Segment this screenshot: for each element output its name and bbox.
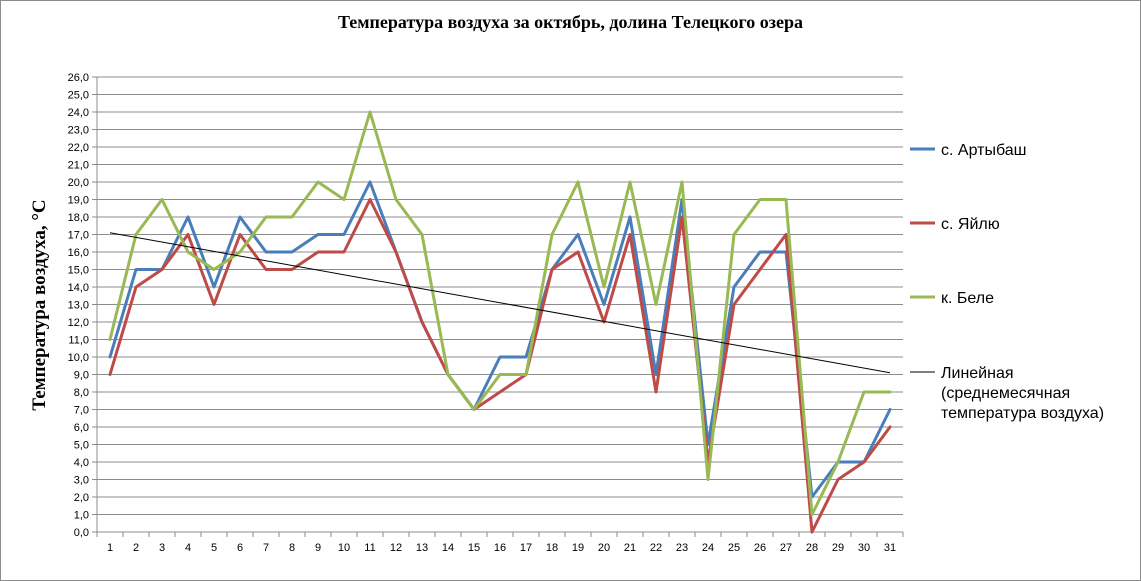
x-tick-label: 25 bbox=[728, 542, 740, 554]
series-line-3 bbox=[108, 110, 892, 516]
series-line-1 bbox=[108, 180, 892, 499]
y-tick-label: 15,0 bbox=[68, 265, 89, 277]
y-tick-label: 3,0 bbox=[74, 475, 89, 487]
x-tick-label: 5 bbox=[211, 542, 217, 554]
x-tick-label: 8 bbox=[289, 542, 295, 554]
x-tick-label: 10 bbox=[338, 542, 350, 554]
y-tick-label: 16,0 bbox=[68, 247, 89, 259]
legend-label: (среднемесячная bbox=[941, 385, 1070, 402]
chart-title: Температура воздуха за октябрь, долина Т… bbox=[337, 12, 803, 32]
y-tick-label: 11,0 bbox=[68, 335, 89, 347]
x-tick-label: 27 bbox=[780, 542, 792, 554]
y-tick-label: 26,0 bbox=[68, 72, 89, 84]
y-tick-label: 6,0 bbox=[74, 422, 89, 434]
x-tick-label: 12 bbox=[390, 542, 402, 554]
legend-label: Линейная bbox=[941, 365, 1014, 382]
y-tick-label: 10,0 bbox=[68, 352, 89, 364]
x-tick-label: 1 bbox=[107, 542, 113, 554]
x-tick-label: 29 bbox=[832, 542, 844, 554]
trendline bbox=[109, 232, 891, 374]
x-tick-label: 16 bbox=[494, 542, 506, 554]
y-tick-label: 23,0 bbox=[68, 125, 89, 137]
x-tick-label: 31 bbox=[884, 542, 896, 554]
y-tick-label: 12,0 bbox=[68, 317, 89, 329]
y-tick-label: 17,0 bbox=[68, 230, 89, 242]
x-tick-label: 19 bbox=[572, 542, 584, 554]
x-tick-label: 3 bbox=[159, 542, 165, 554]
x-tick-labels: 1 2 3 4 5 6 7 8 9 10 11 12 13 14 15 16 17 18 19 20 21 22 23 24 2… bbox=[107, 542, 896, 554]
legend-label: с. Яйлю bbox=[941, 216, 1000, 233]
x-tick-label: 14 bbox=[442, 542, 454, 554]
legend-label: к. Беле bbox=[941, 290, 994, 307]
x-tick-label: 7 bbox=[263, 542, 269, 554]
y-tick-label: 14,0 bbox=[68, 282, 89, 294]
y-tick-label: 20,0 bbox=[68, 177, 89, 189]
y-tick-label: 22,0 bbox=[68, 142, 89, 154]
legend-label: с. Артыбаш bbox=[941, 142, 1026, 159]
x-tick-label: 2 bbox=[133, 542, 139, 554]
x-tick-label: 13 bbox=[416, 542, 428, 554]
x-tick-label: 26 bbox=[754, 542, 766, 554]
x-tick-label: 20 bbox=[598, 542, 610, 554]
y-tick-label: 0,0 bbox=[74, 527, 89, 539]
y-tick-label: 19,0 bbox=[68, 195, 89, 207]
x-tick-label: 18 bbox=[546, 542, 558, 554]
y-tick-label: 18,0 bbox=[68, 212, 89, 224]
x-tick-label: 28 bbox=[806, 542, 818, 554]
x-tick-label: 30 bbox=[858, 542, 870, 554]
gridlines bbox=[92, 76, 904, 537]
x-tick-label: 9 bbox=[315, 542, 321, 554]
x-tick-label: 4 bbox=[185, 542, 191, 554]
y-tick-label: 13,0 bbox=[68, 300, 89, 312]
y-tick-label: 24,0 bbox=[68, 107, 89, 119]
legend: с. Артыбаш с. Яйлю к. Беле Линейная (среднем… bbox=[910, 142, 1104, 422]
y-tick-label: 5,0 bbox=[74, 440, 89, 452]
y-tick-labels: 0,0 1,0 2,0 3,0 4,0 5,0 6,0 7,0 8,0 9,0 10,0 11,0 12… bbox=[68, 72, 89, 539]
x-tick-label: 11 bbox=[364, 542, 375, 554]
y-tick-label: 1,0 bbox=[74, 510, 89, 522]
x-tick-label: 24 bbox=[702, 542, 714, 554]
series-line-2 bbox=[108, 198, 892, 534]
x-tick-label: 15 bbox=[468, 542, 480, 554]
y-tick-label: 2,0 bbox=[74, 492, 89, 504]
x-tick-label: 23 bbox=[676, 542, 688, 554]
series-lines bbox=[108, 110, 892, 534]
y-tick-label: 7,0 bbox=[74, 405, 89, 417]
x-tick-label: 17 bbox=[520, 542, 532, 554]
x-tick-label: 6 bbox=[237, 542, 243, 554]
legend-label: температура воздуха) bbox=[941, 405, 1104, 422]
y-tick-label: 4,0 bbox=[74, 457, 89, 469]
y-tick-label: 8,0 bbox=[74, 387, 89, 399]
x-tick-label: 22 bbox=[650, 542, 662, 554]
y-tick-label: 21,0 bbox=[68, 160, 89, 172]
x-tick-label: 21 bbox=[624, 542, 636, 554]
y-tick-label: 25,0 bbox=[68, 90, 89, 102]
y-tick-label: 9,0 bbox=[74, 370, 89, 382]
